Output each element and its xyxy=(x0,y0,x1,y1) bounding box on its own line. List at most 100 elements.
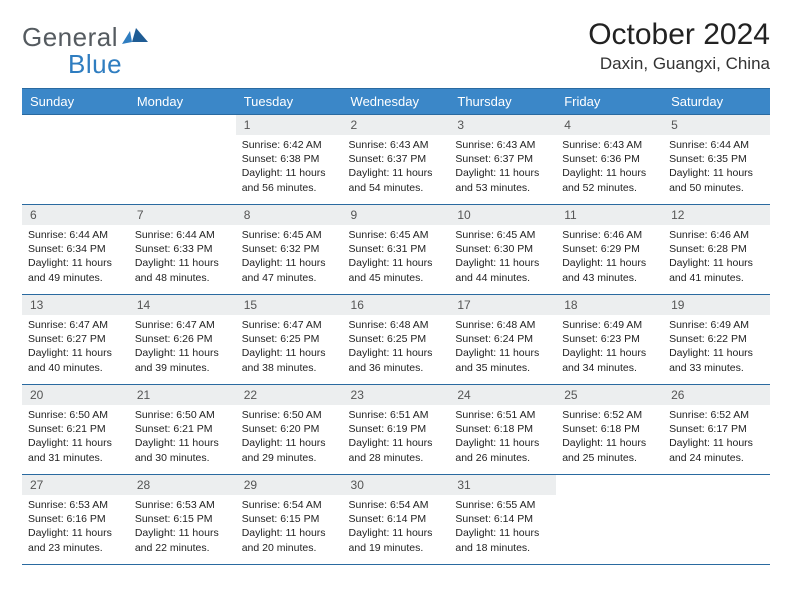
day-body: Sunrise: 6:46 AMSunset: 6:29 PMDaylight:… xyxy=(556,225,663,289)
day-cell: 30Sunrise: 6:54 AMSunset: 6:14 PMDayligh… xyxy=(343,475,450,565)
day-number: 21 xyxy=(129,385,236,405)
calendar-head: SundayMondayTuesdayWednesdayThursdayFrid… xyxy=(22,89,770,115)
day-cell: 26Sunrise: 6:52 AMSunset: 6:17 PMDayligh… xyxy=(663,385,770,475)
day-body: Sunrise: 6:49 AMSunset: 6:22 PMDaylight:… xyxy=(663,315,770,379)
empty-cell xyxy=(663,475,770,565)
day-cell: 21Sunrise: 6:50 AMSunset: 6:21 PMDayligh… xyxy=(129,385,236,475)
day-body: Sunrise: 6:44 AMSunset: 6:34 PMDaylight:… xyxy=(22,225,129,289)
day-body: Sunrise: 6:43 AMSunset: 6:36 PMDaylight:… xyxy=(556,135,663,199)
day-number: 22 xyxy=(236,385,343,405)
calendar-row: 1Sunrise: 6:42 AMSunset: 6:38 PMDaylight… xyxy=(22,115,770,205)
weekday-header: Wednesday xyxy=(343,89,450,115)
day-cell: 10Sunrise: 6:45 AMSunset: 6:30 PMDayligh… xyxy=(449,205,556,295)
day-number: 26 xyxy=(663,385,770,405)
day-cell: 28Sunrise: 6:53 AMSunset: 6:15 PMDayligh… xyxy=(129,475,236,565)
day-number: 12 xyxy=(663,205,770,225)
day-cell: 27Sunrise: 6:53 AMSunset: 6:16 PMDayligh… xyxy=(22,475,129,565)
day-cell: 4Sunrise: 6:43 AMSunset: 6:36 PMDaylight… xyxy=(556,115,663,205)
logo: General Blue xyxy=(22,18,148,78)
weekday-header: Thursday xyxy=(449,89,556,115)
day-body: Sunrise: 6:45 AMSunset: 6:30 PMDaylight:… xyxy=(449,225,556,289)
day-cell: 12Sunrise: 6:46 AMSunset: 6:28 PMDayligh… xyxy=(663,205,770,295)
day-number: 10 xyxy=(449,205,556,225)
day-number: 3 xyxy=(449,115,556,135)
weekday-header: Saturday xyxy=(663,89,770,115)
day-body: Sunrise: 6:43 AMSunset: 6:37 PMDaylight:… xyxy=(449,135,556,199)
day-cell: 17Sunrise: 6:48 AMSunset: 6:24 PMDayligh… xyxy=(449,295,556,385)
day-number: 1 xyxy=(236,115,343,135)
location: Daxin, Guangxi, China xyxy=(588,54,770,74)
logo-word-1: General xyxy=(22,22,118,52)
day-cell: 13Sunrise: 6:47 AMSunset: 6:27 PMDayligh… xyxy=(22,295,129,385)
weekday-row: SundayMondayTuesdayWednesdayThursdayFrid… xyxy=(22,89,770,115)
day-cell: 3Sunrise: 6:43 AMSunset: 6:37 PMDaylight… xyxy=(449,115,556,205)
day-number: 20 xyxy=(22,385,129,405)
day-body: Sunrise: 6:53 AMSunset: 6:16 PMDaylight:… xyxy=(22,495,129,559)
empty-cell xyxy=(22,115,129,205)
day-body: Sunrise: 6:43 AMSunset: 6:37 PMDaylight:… xyxy=(343,135,450,199)
header: General Blue October 2024 Daxin, Guangxi… xyxy=(22,18,770,78)
day-number: 29 xyxy=(236,475,343,495)
day-body: Sunrise: 6:47 AMSunset: 6:27 PMDaylight:… xyxy=(22,315,129,379)
day-cell: 9Sunrise: 6:45 AMSunset: 6:31 PMDaylight… xyxy=(343,205,450,295)
logo-flag-icon xyxy=(122,26,148,46)
day-cell: 29Sunrise: 6:54 AMSunset: 6:15 PMDayligh… xyxy=(236,475,343,565)
day-number: 14 xyxy=(129,295,236,315)
calendar-row: 6Sunrise: 6:44 AMSunset: 6:34 PMDaylight… xyxy=(22,205,770,295)
day-cell: 16Sunrise: 6:48 AMSunset: 6:25 PMDayligh… xyxy=(343,295,450,385)
day-body: Sunrise: 6:50 AMSunset: 6:20 PMDaylight:… xyxy=(236,405,343,469)
day-number: 15 xyxy=(236,295,343,315)
day-body: Sunrise: 6:47 AMSunset: 6:26 PMDaylight:… xyxy=(129,315,236,379)
empty-cell xyxy=(556,475,663,565)
day-number: 31 xyxy=(449,475,556,495)
day-number: 5 xyxy=(663,115,770,135)
day-cell: 31Sunrise: 6:55 AMSunset: 6:14 PMDayligh… xyxy=(449,475,556,565)
day-cell: 1Sunrise: 6:42 AMSunset: 6:38 PMDaylight… xyxy=(236,115,343,205)
day-cell: 2Sunrise: 6:43 AMSunset: 6:37 PMDaylight… xyxy=(343,115,450,205)
day-body: Sunrise: 6:55 AMSunset: 6:14 PMDaylight:… xyxy=(449,495,556,559)
day-body: Sunrise: 6:45 AMSunset: 6:32 PMDaylight:… xyxy=(236,225,343,289)
calendar-row: 27Sunrise: 6:53 AMSunset: 6:16 PMDayligh… xyxy=(22,475,770,565)
day-cell: 6Sunrise: 6:44 AMSunset: 6:34 PMDaylight… xyxy=(22,205,129,295)
day-body: Sunrise: 6:44 AMSunset: 6:33 PMDaylight:… xyxy=(129,225,236,289)
calendar-row: 20Sunrise: 6:50 AMSunset: 6:21 PMDayligh… xyxy=(22,385,770,475)
calendar-body: 1Sunrise: 6:42 AMSunset: 6:38 PMDaylight… xyxy=(22,115,770,565)
day-body: Sunrise: 6:51 AMSunset: 6:19 PMDaylight:… xyxy=(343,405,450,469)
day-cell: 5Sunrise: 6:44 AMSunset: 6:35 PMDaylight… xyxy=(663,115,770,205)
day-cell: 20Sunrise: 6:50 AMSunset: 6:21 PMDayligh… xyxy=(22,385,129,475)
day-number: 18 xyxy=(556,295,663,315)
day-number: 6 xyxy=(22,205,129,225)
day-number: 8 xyxy=(236,205,343,225)
day-number: 28 xyxy=(129,475,236,495)
day-body: Sunrise: 6:42 AMSunset: 6:38 PMDaylight:… xyxy=(236,135,343,199)
day-body: Sunrise: 6:54 AMSunset: 6:15 PMDaylight:… xyxy=(236,495,343,559)
day-number: 27 xyxy=(22,475,129,495)
day-number: 4 xyxy=(556,115,663,135)
day-number: 24 xyxy=(449,385,556,405)
day-cell: 8Sunrise: 6:45 AMSunset: 6:32 PMDaylight… xyxy=(236,205,343,295)
day-body: Sunrise: 6:46 AMSunset: 6:28 PMDaylight:… xyxy=(663,225,770,289)
calendar-row: 13Sunrise: 6:47 AMSunset: 6:27 PMDayligh… xyxy=(22,295,770,385)
logo-word-2: Blue xyxy=(22,49,122,79)
calendar-page: General Blue October 2024 Daxin, Guangxi… xyxy=(0,0,792,612)
day-body: Sunrise: 6:50 AMSunset: 6:21 PMDaylight:… xyxy=(129,405,236,469)
weekday-header: Sunday xyxy=(22,89,129,115)
day-body: Sunrise: 6:52 AMSunset: 6:17 PMDaylight:… xyxy=(663,405,770,469)
day-body: Sunrise: 6:45 AMSunset: 6:31 PMDaylight:… xyxy=(343,225,450,289)
day-cell: 14Sunrise: 6:47 AMSunset: 6:26 PMDayligh… xyxy=(129,295,236,385)
day-body: Sunrise: 6:47 AMSunset: 6:25 PMDaylight:… xyxy=(236,315,343,379)
day-number: 13 xyxy=(22,295,129,315)
day-number: 11 xyxy=(556,205,663,225)
day-body: Sunrise: 6:48 AMSunset: 6:25 PMDaylight:… xyxy=(343,315,450,379)
logo-text-wrap: General Blue xyxy=(22,24,148,78)
day-number: 7 xyxy=(129,205,236,225)
day-cell: 15Sunrise: 6:47 AMSunset: 6:25 PMDayligh… xyxy=(236,295,343,385)
day-body: Sunrise: 6:44 AMSunset: 6:35 PMDaylight:… xyxy=(663,135,770,199)
day-cell: 24Sunrise: 6:51 AMSunset: 6:18 PMDayligh… xyxy=(449,385,556,475)
day-number: 25 xyxy=(556,385,663,405)
day-cell: 7Sunrise: 6:44 AMSunset: 6:33 PMDaylight… xyxy=(129,205,236,295)
calendar-table: SundayMondayTuesdayWednesdayThursdayFrid… xyxy=(22,88,770,565)
day-number: 19 xyxy=(663,295,770,315)
day-body: Sunrise: 6:49 AMSunset: 6:23 PMDaylight:… xyxy=(556,315,663,379)
day-body: Sunrise: 6:53 AMSunset: 6:15 PMDaylight:… xyxy=(129,495,236,559)
